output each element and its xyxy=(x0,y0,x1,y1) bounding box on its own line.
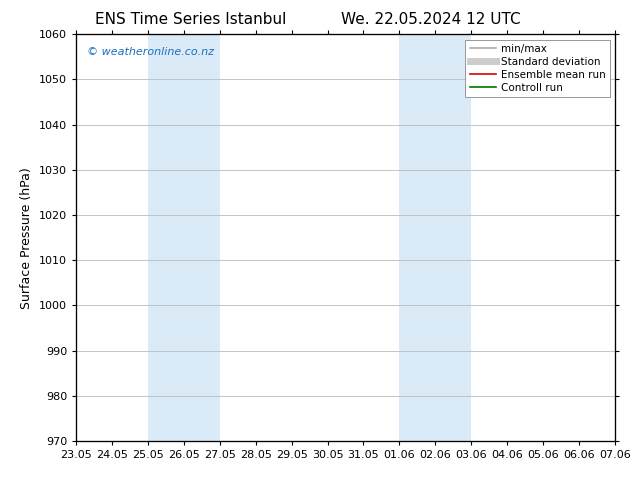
Y-axis label: Surface Pressure (hPa): Surface Pressure (hPa) xyxy=(20,167,34,309)
Legend: min/max, Standard deviation, Ensemble mean run, Controll run: min/max, Standard deviation, Ensemble me… xyxy=(465,40,610,97)
Text: © weatheronline.co.nz: © weatheronline.co.nz xyxy=(87,47,214,56)
Text: We. 22.05.2024 12 UTC: We. 22.05.2024 12 UTC xyxy=(341,12,521,27)
Bar xyxy=(399,34,471,441)
Bar xyxy=(148,34,220,441)
Text: ENS Time Series Istanbul: ENS Time Series Istanbul xyxy=(94,12,286,27)
